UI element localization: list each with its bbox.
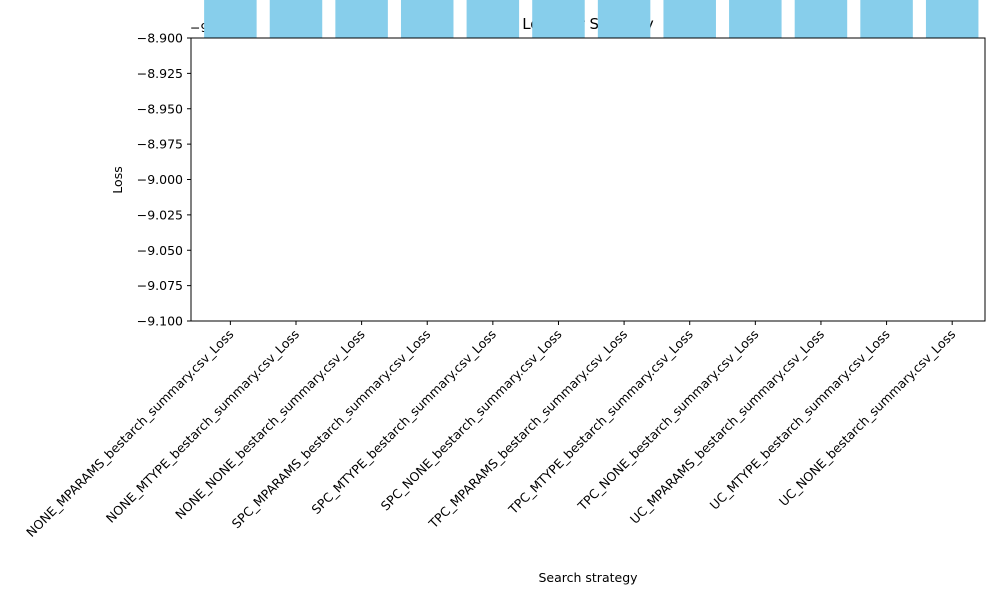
bar	[926, 0, 979, 38]
y-tick-label: −8.975	[137, 137, 183, 152]
bar	[467, 0, 519, 38]
bar	[795, 0, 848, 38]
bar	[532, 0, 585, 38]
y-tick-label: −9.050	[137, 243, 183, 258]
bar	[204, 0, 257, 38]
bar	[335, 0, 388, 38]
y-tick-label: −8.900	[137, 31, 183, 46]
bar	[598, 0, 651, 38]
y-tick-label: −9.100	[137, 314, 183, 329]
y-tick-label: −9.075	[137, 278, 183, 293]
y-tick-label: −9.000	[137, 172, 183, 187]
y-axis: −8.900 −8.925 −8.950 −8.975 −9.000 −9.025 −9.0…	[137, 31, 191, 329]
y-tick-label: −9.025	[137, 207, 183, 222]
y-axis-label: Loss	[110, 166, 125, 193]
x-axis-label: Search strategy	[538, 570, 638, 585]
plot-frame	[191, 38, 985, 321]
y-tick-label: −8.950	[137, 101, 183, 116]
x-axis: NONE_MPARAMS_bestarch_summary.csv_LossNO…	[23, 321, 958, 540]
bar	[729, 0, 782, 38]
bar	[401, 0, 454, 38]
bar	[270, 0, 323, 38]
y-tick-label: −8.925	[137, 66, 183, 81]
bar	[663, 0, 716, 38]
bar	[860, 0, 913, 38]
